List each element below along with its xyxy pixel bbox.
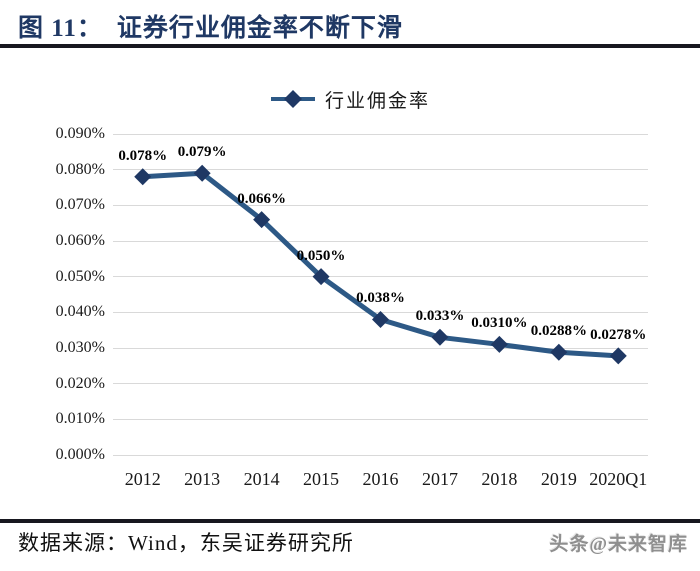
watermark: 头条@未来智库 bbox=[549, 533, 688, 555]
figure-title: 图 11： 证券行业佣金率不断下滑 bbox=[18, 8, 690, 44]
data-point-marker bbox=[134, 168, 152, 186]
data-point-label: 0.0310% bbox=[471, 315, 528, 332]
x-axis-tick-label: 2014 bbox=[243, 469, 280, 489]
gridline bbox=[113, 311, 648, 313]
data-source: 数据来源：Wind，东吴证券研究所 bbox=[18, 531, 354, 555]
chart-legend: 行业佣金率 bbox=[0, 86, 700, 112]
y-axis-tick-label: 0.030% bbox=[55, 339, 105, 356]
figure-title-text: 证券行业佣金率不断下滑 bbox=[116, 15, 403, 42]
y-axis-tick-label: 0.010% bbox=[55, 410, 105, 428]
data-point-label: 0.050% bbox=[296, 247, 346, 264]
data-point-marker bbox=[253, 211, 271, 229]
data-point-marker bbox=[490, 335, 508, 353]
gridline bbox=[113, 204, 648, 206]
data-point-marker bbox=[193, 164, 211, 182]
gridline bbox=[113, 347, 648, 349]
x-axis-tick-label: 2017 bbox=[421, 469, 458, 489]
y-axis-tick-label: 0.070% bbox=[55, 196, 105, 214]
data-point-marker bbox=[609, 347, 627, 365]
chart-area: 行业佣金率 0.000% 0.010% 0.020% 0.030% 0.040% 0.05… bbox=[0, 48, 700, 508]
legend-diamond-marker-icon bbox=[270, 90, 315, 108]
figure-number: 图 11： bbox=[18, 15, 103, 42]
y-axis-tick-label: 0.080% bbox=[55, 160, 105, 178]
x-axis-tick-label: 2013 bbox=[184, 469, 221, 489]
data-point-label: 0.078% bbox=[118, 147, 168, 164]
series-line bbox=[134, 164, 627, 365]
gridline bbox=[113, 240, 648, 242]
gridline bbox=[113, 169, 648, 171]
gridline bbox=[113, 276, 648, 278]
x-axis-tick-label: 2015 bbox=[303, 469, 340, 489]
gridline bbox=[113, 418, 648, 420]
x-axis-tick-label: 2016 bbox=[362, 469, 399, 489]
data-point-label: 0.079% bbox=[177, 144, 227, 161]
gridline bbox=[113, 133, 648, 135]
data-point-label: 0.0278% bbox=[590, 326, 647, 343]
data-point-label: 0.0288% bbox=[530, 323, 587, 340]
data-point-marker bbox=[550, 343, 568, 361]
gridline bbox=[113, 454, 648, 456]
x-axis-tick-label: 2012 bbox=[124, 469, 161, 489]
data-point-label: 0.038% bbox=[356, 290, 405, 307]
footer: 数据来源：Wind，东吴证券研究所 头条@未来智库 bbox=[18, 527, 688, 557]
data-point-label: 0.066% bbox=[237, 190, 286, 207]
gridline bbox=[113, 383, 648, 385]
y-axis-tick-label: 0.000% bbox=[55, 446, 105, 463]
y-axis-tick-label: 0.060% bbox=[55, 232, 105, 249]
title-divider bbox=[0, 44, 700, 48]
data-point-marker bbox=[372, 310, 389, 328]
y-axis-tick-label: 0.020% bbox=[55, 374, 105, 392]
y-axis-tick-label: 0.050% bbox=[55, 267, 105, 285]
x-axis-tick-label: 2020Q1 bbox=[589, 469, 648, 489]
data-point-label: 0.033% bbox=[415, 308, 465, 325]
y-axis-tick-label: 0.090% bbox=[55, 125, 105, 142]
x-axis-tick-label: 2019 bbox=[540, 469, 577, 489]
y-axis-tick-label: 0.040% bbox=[55, 303, 105, 321]
x-axis-tick-label: 2018 bbox=[481, 469, 518, 489]
data-point-marker bbox=[431, 328, 449, 346]
footer-divider bbox=[0, 519, 700, 523]
legend-label: 行业佣金率 bbox=[324, 90, 430, 112]
